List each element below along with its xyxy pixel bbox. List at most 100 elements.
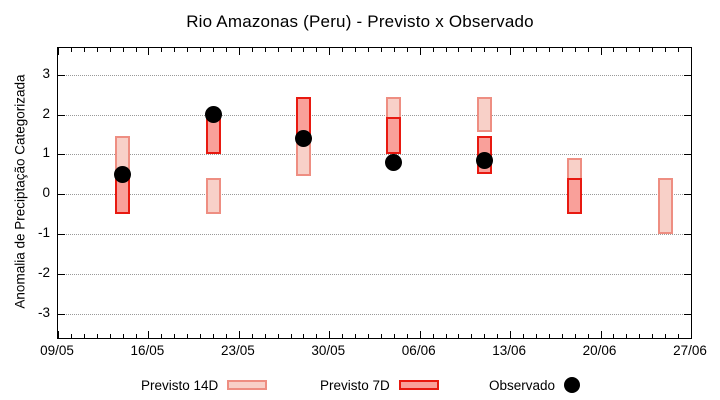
- x-tick-minor-top: [213, 48, 215, 52]
- x-tick-minor-top: [380, 48, 382, 52]
- grid-line: [58, 154, 691, 156]
- legend-item-previsto-14d: Previsto 14D: [141, 376, 268, 394]
- observado-dot: [475, 151, 493, 169]
- y-tick-left: [58, 234, 65, 236]
- y-tick-label: -1: [37, 225, 50, 241]
- x-tick-minor-bottom: [652, 334, 654, 338]
- x-tick-minor-bottom: [523, 334, 525, 338]
- x-tick-minor-bottom: [187, 334, 189, 338]
- x-tick-minor-top: [174, 48, 176, 52]
- y-tick-label: 1: [42, 145, 50, 161]
- x-tick-minor-top: [497, 48, 499, 52]
- x-tick-minor-bottom: [548, 334, 550, 338]
- x-tick-minor-top: [135, 48, 137, 52]
- y-tick-label: 2: [42, 105, 50, 121]
- x-tick-minor-top: [393, 48, 395, 52]
- x-tick-minor-bottom: [458, 334, 460, 338]
- x-tick-minor-top: [368, 48, 370, 52]
- x-tick-minor-bottom: [161, 334, 163, 338]
- x-tick-minor-top: [484, 48, 486, 52]
- observado-dot: [294, 129, 312, 147]
- x-tick-minor-top: [187, 48, 189, 52]
- x-tick-label: 30/05: [311, 343, 346, 358]
- y-tick-right: [684, 154, 691, 156]
- x-tick-minor-bottom: [355, 334, 357, 338]
- x-tick-major-top: [691, 48, 692, 55]
- x-tick-minor-top: [406, 48, 408, 52]
- x-tick-minor-top: [264, 48, 266, 52]
- x-tick-minor-top: [471, 48, 473, 52]
- y-tick-right: [684, 234, 691, 236]
- x-tick-minor-top: [445, 48, 447, 52]
- y-tick-left: [58, 114, 65, 116]
- x-tick-minor-top: [678, 48, 680, 52]
- y-tick-left: [58, 74, 65, 76]
- x-tick-major-bottom: [58, 331, 59, 338]
- y-tick-right: [684, 194, 691, 196]
- x-tick-minor-top: [277, 48, 279, 52]
- plot-area: [57, 47, 692, 339]
- x-tick-label: 27/06: [673, 343, 707, 358]
- x-tick-label: 09/05: [40, 343, 74, 358]
- x-tick-minor-bottom: [380, 334, 382, 338]
- legend-label-previsto-7d: Previsto 7D: [320, 377, 390, 393]
- y-tick-right: [684, 273, 691, 275]
- x-tick-minor-bottom: [122, 334, 124, 338]
- grid-line: [58, 74, 691, 76]
- x-tick-minor-bottom: [484, 334, 486, 338]
- x-tick-minor-top: [613, 48, 615, 52]
- x-tick-minor-top: [109, 48, 111, 52]
- x-tick-minor-bottom: [225, 334, 227, 338]
- x-tick-major-bottom: [691, 331, 692, 338]
- x-tick-minor-bottom: [471, 334, 473, 338]
- x-tick-minor-top: [251, 48, 253, 52]
- grid-line: [58, 114, 691, 116]
- x-tick-minor-top: [458, 48, 460, 52]
- x-tick-major-bottom: [238, 331, 240, 338]
- x-tick-minor-bottom: [277, 334, 279, 338]
- bar-previsto-7d: [567, 178, 583, 215]
- x-tick-minor-top: [342, 48, 344, 52]
- x-tick-minor-top: [290, 48, 292, 52]
- x-tick-minor-bottom: [497, 334, 499, 338]
- x-tick-minor-top: [561, 48, 563, 52]
- x-tick-minor-top: [70, 48, 72, 52]
- y-tick-right: [684, 74, 691, 76]
- y-tick-label: -2: [37, 264, 50, 280]
- x-tick-minor-bottom: [303, 334, 305, 338]
- grid-line: [58, 313, 691, 315]
- x-tick-major-top: [510, 48, 512, 55]
- x-tick-minor-bottom: [406, 334, 408, 338]
- x-tick-major-top: [238, 48, 240, 55]
- x-tick-minor-top: [225, 48, 227, 52]
- x-tick-minor-bottom: [200, 334, 202, 338]
- x-tick-minor-bottom: [83, 334, 85, 338]
- x-tick-minor-bottom: [316, 334, 318, 338]
- x-tick-major-top: [58, 48, 59, 55]
- x-tick-major-top: [148, 48, 150, 55]
- x-tick-minor-top: [161, 48, 163, 52]
- x-tick-minor-bottom: [678, 334, 680, 338]
- legend-label-previsto-14d: Previsto 14D: [141, 377, 219, 393]
- x-tick-minor-bottom: [393, 334, 395, 338]
- x-tick-minor-bottom: [574, 334, 576, 338]
- y-tick-right: [684, 114, 691, 116]
- x-tick-minor-bottom: [368, 334, 370, 338]
- x-tick-minor-bottom: [70, 334, 72, 338]
- y-tick-label: 3: [42, 65, 50, 81]
- x-tick-major-bottom: [600, 331, 602, 338]
- x-tick-minor-bottom: [587, 334, 589, 338]
- x-tick-minor-top: [652, 48, 654, 52]
- x-tick-minor-top: [432, 48, 434, 52]
- x-tick-minor-bottom: [264, 334, 266, 338]
- x-tick-minor-top: [122, 48, 124, 52]
- x-tick-minor-top: [535, 48, 537, 52]
- x-tick-minor-bottom: [432, 334, 434, 338]
- y-tick-label: -3: [37, 304, 50, 320]
- y-tick-right: [684, 313, 691, 315]
- x-tick-minor-bottom: [613, 334, 615, 338]
- bar-previsto-14d: [657, 178, 673, 235]
- x-tick-major-top: [419, 48, 421, 55]
- x-tick-major-bottom: [148, 331, 150, 338]
- grid-line: [58, 194, 691, 196]
